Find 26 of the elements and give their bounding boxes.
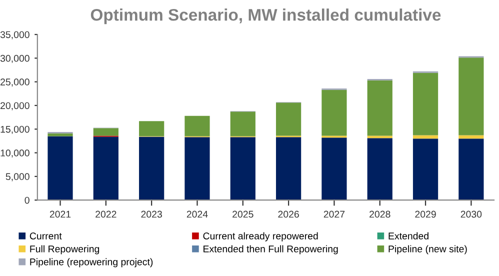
- y-tick-label: 15,000: [0, 126, 30, 134]
- x-tick-label: 2030: [460, 210, 482, 218]
- legend-label: Pipeline (new site): [388, 245, 467, 254]
- legend-label: Extended: [388, 232, 428, 240]
- legend-label: Pipeline (repowering project): [30, 258, 153, 268]
- x-tick-label: 2027: [324, 210, 345, 218]
- x-tick-label: 2029: [415, 210, 436, 218]
- y-tick-label: 20,000: [0, 102, 30, 110]
- x-tick-label: 2026: [278, 210, 299, 218]
- x-tick-label: 2024: [186, 210, 208, 218]
- legend-label: Full Repowering: [30, 245, 100, 254]
- legend-label: Current already repowered: [203, 232, 318, 242]
- x-tick-label: 2021: [50, 210, 71, 218]
- y-tick-label: 10,000: [0, 150, 30, 158]
- y-tick-label: 5,000: [6, 173, 30, 182]
- chart-title: Optimum Scenario, MW installed cumulative: [90, 8, 441, 24]
- x-tick-label: 2022: [96, 210, 116, 218]
- y-tick-label: 30,000: [0, 54, 30, 63]
- x-tick-label: 2025: [232, 210, 254, 218]
- y-tick-label: 25,000: [0, 78, 30, 87]
- y-tick-label: 0: [24, 196, 30, 204]
- legend-label: Current: [30, 232, 62, 240]
- y-tick-label: 35,000: [0, 31, 30, 40]
- legend-label: Extended then Full Repowering: [204, 245, 338, 254]
- x-tick-label: 2028: [370, 210, 390, 218]
- x-tick-label: 2023: [141, 210, 162, 218]
